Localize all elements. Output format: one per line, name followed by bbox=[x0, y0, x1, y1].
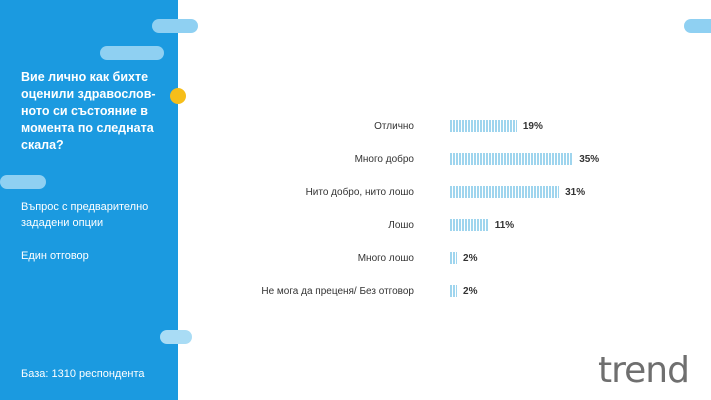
decor-pill bbox=[0, 175, 46, 189]
decor-pill bbox=[684, 19, 711, 33]
value-label: 11% bbox=[494, 220, 515, 231]
question-type: Въпрос с предварително зададени опции bbox=[21, 201, 149, 229]
bar bbox=[450, 186, 560, 198]
decor-pill bbox=[100, 46, 164, 60]
value-label: 35% bbox=[579, 154, 600, 165]
category-label: Нито добро, нито лошо bbox=[305, 187, 414, 198]
question-text: Вие лично как бихте оценили здравослов-н… bbox=[21, 70, 156, 152]
category-label: Лошо bbox=[388, 220, 414, 231]
value-label: 2% bbox=[463, 286, 478, 297]
bar bbox=[450, 285, 458, 297]
value-label: 31% bbox=[565, 187, 586, 198]
value-label: 2% bbox=[463, 253, 478, 264]
bar bbox=[450, 120, 517, 132]
decor-pill bbox=[160, 330, 192, 344]
decor-pill bbox=[152, 19, 198, 33]
bar bbox=[450, 252, 458, 264]
category-label: Не мога да преценя/ Без отговор bbox=[261, 286, 414, 297]
trend-logo: trend bbox=[598, 350, 690, 391]
value-label: 19% bbox=[522, 121, 543, 132]
category-label: Много лошо bbox=[357, 253, 414, 264]
decor-dot bbox=[170, 88, 186, 104]
answer-type: Един отговор bbox=[21, 250, 89, 262]
bar bbox=[450, 153, 574, 165]
sidebar bbox=[0, 0, 178, 400]
base-text: База: 1310 респондента bbox=[21, 368, 145, 380]
bar bbox=[450, 219, 489, 231]
category-label: Много добро bbox=[354, 154, 414, 165]
category-label: Отлично bbox=[374, 121, 414, 132]
